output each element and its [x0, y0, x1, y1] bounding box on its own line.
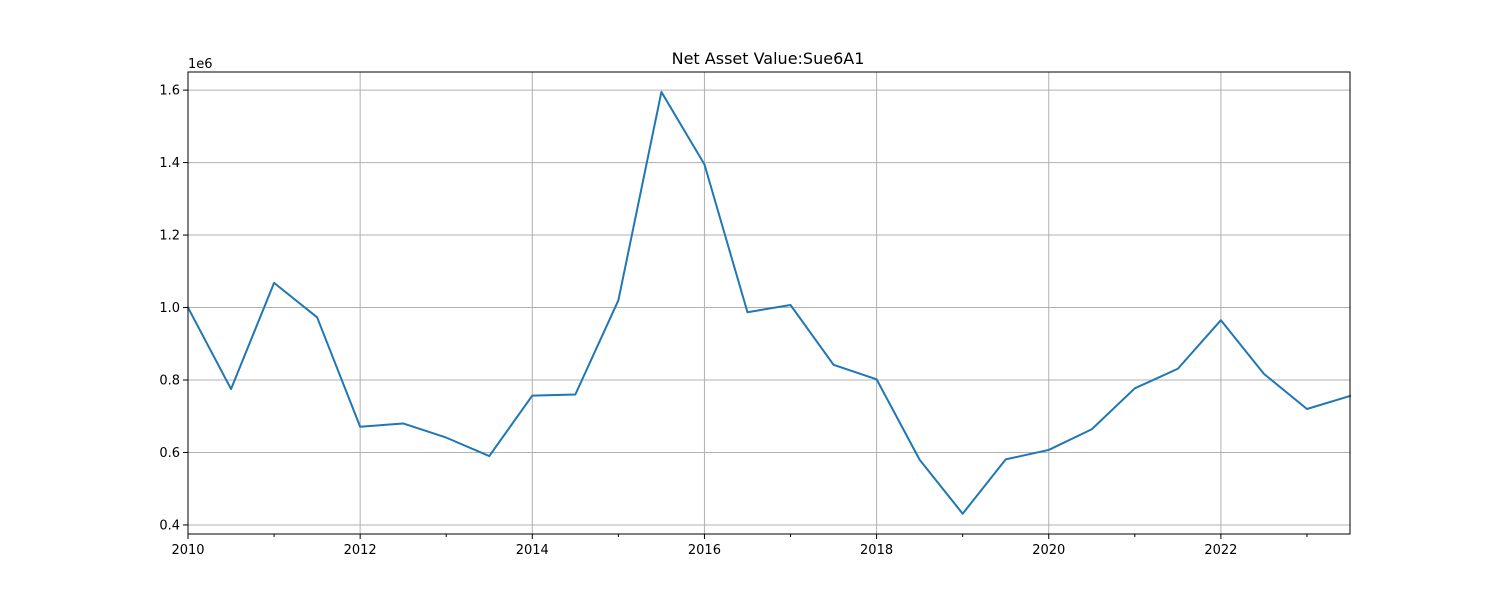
y-tick-label: 0.4: [159, 518, 180, 533]
y-tick-label: 1.4: [159, 156, 180, 171]
x-tick-label: 2018: [860, 543, 893, 558]
series-layer: [186, 90, 1352, 515]
y-tick-label: 1.0: [159, 301, 180, 316]
x-tick-label: 2022: [1204, 543, 1237, 558]
y-tick-label: 0.6: [159, 446, 180, 461]
x-tick-label: 2012: [344, 543, 377, 558]
x-tick-label: 2010: [171, 543, 204, 558]
y-tick-label: 1.6: [159, 84, 180, 99]
x-tick-label: 2016: [688, 543, 721, 558]
series-line: [186, 90, 1352, 515]
plot-frame: [187, 71, 1351, 535]
x-tick-label: 2020: [1032, 543, 1065, 558]
tick-layer: 2010 2012 2014 2016 2018 2020 2022 0.4 0.6 0.8 1.0…: [159, 84, 1308, 558]
grid-layer: [187, 72, 1350, 534]
chart-title: Net Asset Value:Sue6A1: [672, 49, 865, 68]
y-tick-label: 0.8: [159, 374, 180, 389]
y-tick-label: 1.2: [159, 229, 180, 244]
x-tick-label: 2014: [516, 543, 549, 558]
y-offset-label: 1e6: [188, 57, 213, 72]
